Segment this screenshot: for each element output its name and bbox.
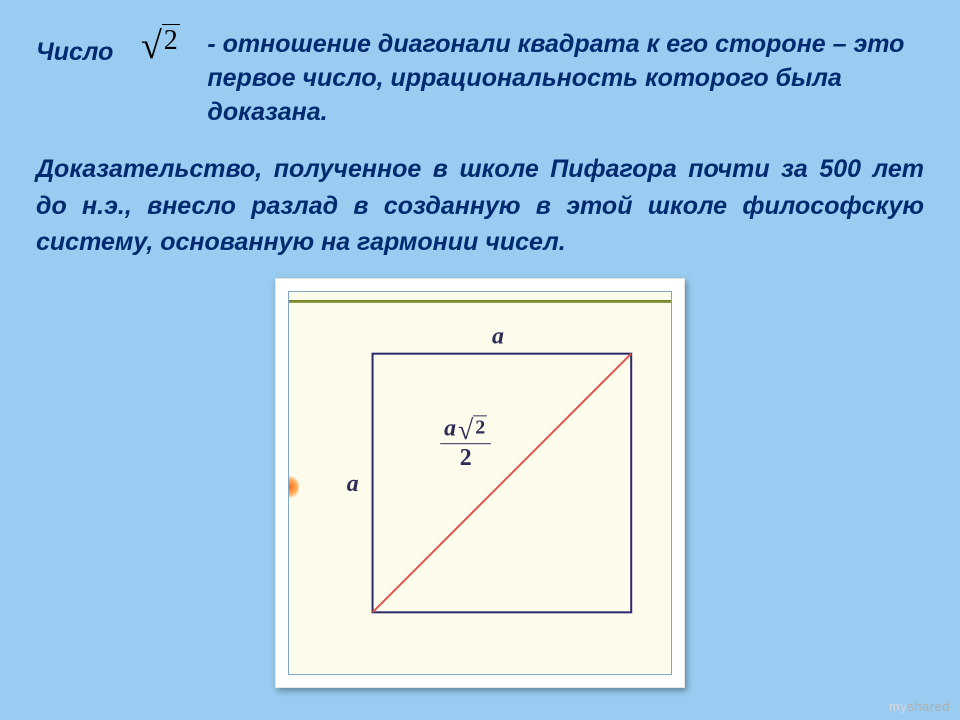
header-row: Число √2 - отношение диагонали квадрата …: [36, 28, 924, 129]
figure-paper: aaa√22: [288, 291, 672, 675]
proof-text: Доказательство, полученное в школе Пифаг…: [36, 151, 924, 260]
svg-text:a: a: [347, 471, 359, 497]
paper-top-stripe: [289, 300, 671, 303]
number-label: Число: [36, 28, 113, 69]
watermark-shared: shared: [907, 699, 950, 714]
slide-content: Число √2 - отношение диагонали квадрата …: [0, 0, 960, 708]
watermark-my: my: [889, 699, 907, 714]
figure-frame: aaa√22: [275, 278, 685, 688]
figure-container: aaa√22: [36, 278, 924, 708]
definition-text: - отношение диагонали квадрата к его сто…: [207, 28, 924, 129]
watermark: myshared: [889, 699, 950, 714]
sqrt2-symbol: √2: [129, 28, 191, 63]
square-diagram: aaa√22: [289, 292, 671, 674]
svg-text:a: a: [492, 324, 504, 350]
